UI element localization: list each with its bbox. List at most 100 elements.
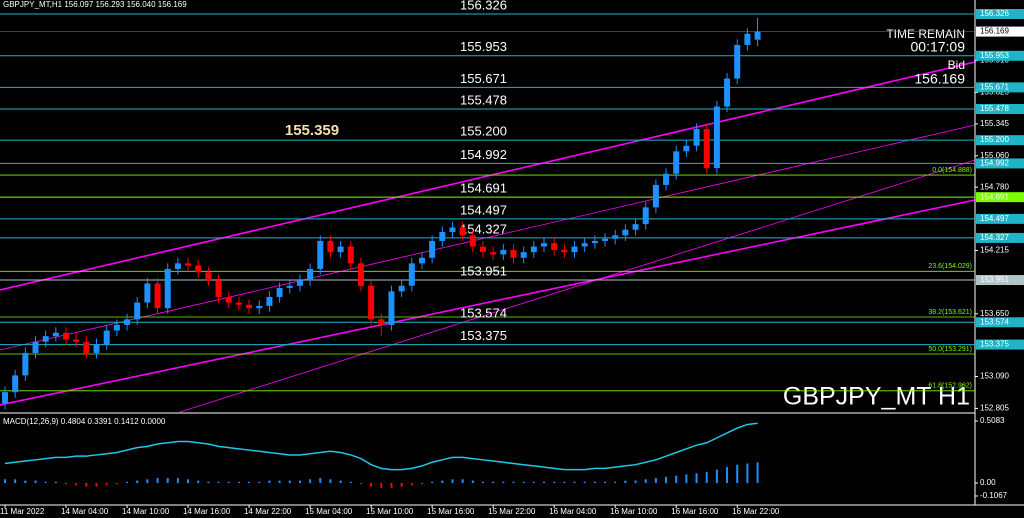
level-axis-label: 154.992 — [980, 159, 1009, 168]
macd-bar — [736, 464, 739, 483]
candle-body — [215, 280, 222, 297]
macd-bar — [512, 481, 515, 483]
macd-bar — [665, 476, 668, 483]
annotation: 155.359 — [285, 122, 339, 139]
candle-body — [490, 252, 497, 255]
fib-label: 50.0(153.291) — [928, 346, 972, 353]
macd-bar — [187, 479, 190, 483]
candle-body — [642, 207, 649, 225]
macd-bar — [4, 479, 6, 483]
macd-y-tick-label: 0.00 — [980, 478, 996, 487]
level-axis-label: 155.671 — [980, 82, 1009, 91]
candle-body — [510, 249, 517, 258]
macd-bar — [227, 481, 230, 483]
candle-body — [317, 240, 324, 269]
macd-bar — [532, 481, 535, 483]
candle-body — [144, 283, 151, 303]
level-label: 153.951 — [460, 263, 507, 278]
macd-bar — [624, 480, 627, 483]
macd-bar — [573, 481, 576, 483]
candle-body — [581, 243, 588, 247]
macd-bar — [502, 481, 505, 483]
level-label: 155.953 — [460, 39, 507, 54]
candle-body — [378, 319, 385, 325]
macd-bar — [604, 481, 607, 483]
macd-bar — [715, 469, 718, 483]
x-tick-label: 14 Mar 16:00 — [183, 507, 231, 516]
macd-bar — [441, 480, 444, 483]
candle-body — [225, 296, 232, 303]
macd-bar — [319, 478, 322, 483]
candle-body — [429, 240, 436, 258]
macd-bar — [34, 480, 37, 483]
macd-bar — [207, 481, 210, 483]
candle-body — [296, 280, 303, 286]
trend-line — [0, 199, 976, 406]
macd-bar — [105, 482, 108, 486]
candle-body — [134, 302, 141, 320]
x-tick-label: 11 Mar 2022 — [0, 507, 45, 516]
macd-bar — [726, 467, 729, 483]
macd-bar — [258, 481, 261, 483]
time-remain: 00:17:09 — [911, 39, 966, 55]
x-tick-label: 15 Mar 04:00 — [305, 507, 353, 516]
level-axis-label: 153.951 — [980, 275, 1009, 284]
macd-bar — [329, 479, 332, 483]
macd-bar — [95, 482, 98, 487]
macd-bar — [217, 481, 220, 483]
candle-body — [246, 304, 253, 309]
level-axis-box — [976, 135, 1024, 146]
macd-bar — [644, 479, 647, 483]
macd-bar — [339, 480, 342, 483]
candle-body — [398, 285, 405, 292]
candle-body — [479, 246, 486, 253]
candle-body — [63, 332, 70, 340]
macd-bar — [176, 478, 179, 483]
trend-line — [0, 61, 976, 291]
candle-body — [266, 296, 273, 306]
candle-body — [276, 287, 283, 297]
y-tick-label: 152.805 — [980, 404, 1009, 413]
macd-bar — [278, 480, 281, 483]
level-axis-label: 154.327 — [980, 233, 1009, 242]
x-tick-label: 15 Mar 22:00 — [488, 507, 536, 516]
candle-body — [571, 246, 578, 253]
candle-body — [449, 227, 456, 232]
candle-body — [93, 344, 100, 353]
candle-body — [195, 265, 202, 273]
x-tick-label: 14 Mar 10:00 — [122, 507, 170, 516]
level-axis-label: 155.478 — [980, 104, 1009, 113]
bid-axis-label: 156.169 — [980, 27, 1009, 36]
level-label: 154.327 — [460, 221, 507, 236]
macd-bar — [400, 482, 403, 487]
candle-body — [103, 330, 110, 345]
macd-bar — [746, 463, 749, 483]
candle-body — [205, 272, 212, 281]
candle-body — [591, 240, 598, 244]
candle-body — [622, 229, 629, 236]
x-tick-label: 16 Mar 10:00 — [610, 507, 658, 516]
macd-bar — [390, 482, 393, 488]
macd-bar — [65, 482, 68, 485]
fib-label: 61.8(152.962) — [928, 383, 972, 390]
watermark: GBPJPY_MT H1 — [783, 383, 970, 411]
macd-bar — [197, 480, 200, 483]
y-tick-label: 154.215 — [980, 246, 1009, 255]
level-axis-label: 154.691 — [980, 192, 1009, 201]
candle-body — [52, 332, 59, 337]
bid-axis-box — [976, 26, 1024, 37]
level-label: 156.326 — [460, 0, 507, 12]
candle-body — [22, 352, 29, 376]
level-axis-box — [976, 317, 1024, 328]
candle-body — [368, 285, 375, 320]
macd-bar — [471, 480, 474, 483]
candle-body — [256, 305, 263, 309]
candle-body — [673, 151, 680, 174]
candle-body — [632, 224, 639, 230]
macd-bar — [85, 482, 88, 487]
candle-body — [469, 235, 476, 247]
x-tick-label: 15 Mar 10:00 — [366, 507, 414, 516]
macd-bar — [370, 482, 373, 487]
candle-body — [164, 268, 171, 309]
